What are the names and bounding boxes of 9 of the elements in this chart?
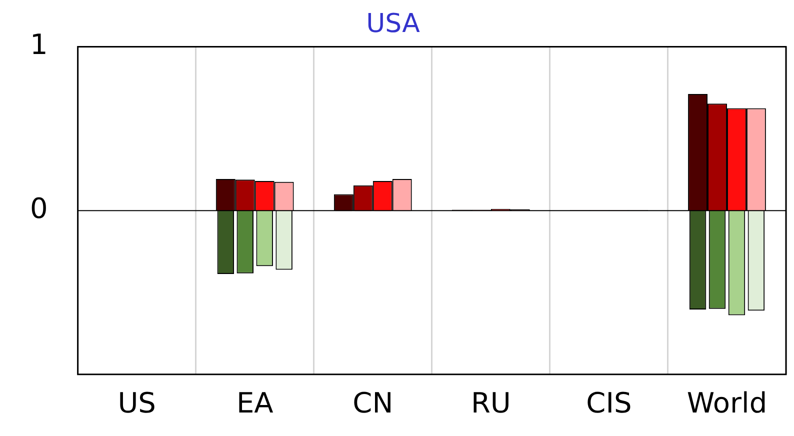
x-tick-label: World (686, 386, 768, 420)
chart-title: USA (366, 8, 420, 39)
x-tick-label: US (118, 386, 156, 420)
y-tick-label: 1 (30, 28, 48, 62)
x-tick-label: EA (236, 386, 274, 420)
x-tick-label: RU (470, 386, 511, 420)
x-tick-label: CIS (586, 386, 632, 420)
x-tick-label: CN (352, 386, 394, 420)
y-tick-label: 0 (30, 192, 48, 225)
